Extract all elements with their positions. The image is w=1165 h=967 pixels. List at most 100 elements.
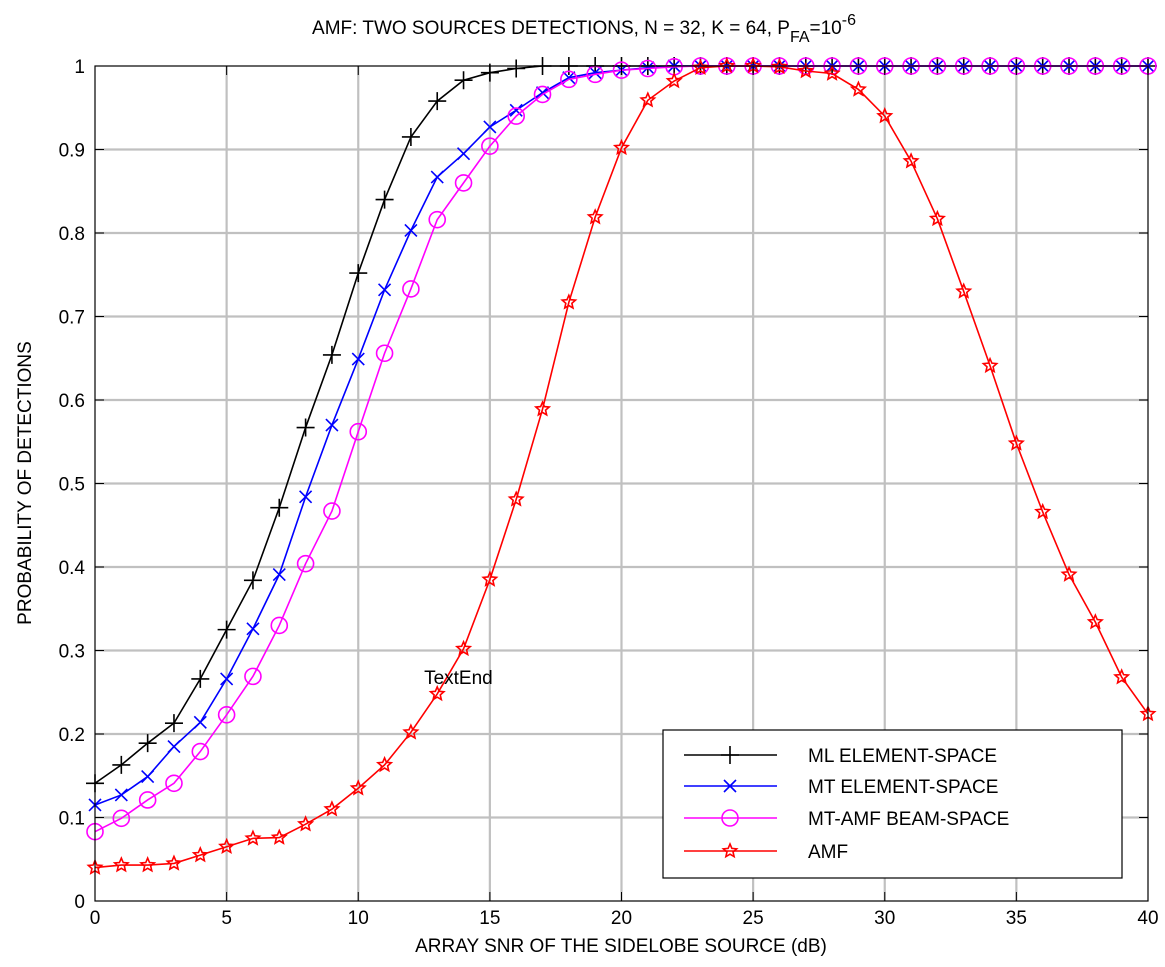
- legend-label: AMF: [808, 842, 848, 863]
- data-point: [533, 85, 552, 104]
- y-tick-label: 0.8: [59, 224, 85, 245]
- data-point: [428, 684, 446, 702]
- data-point: [509, 103, 523, 117]
- x-tick-label: 15: [479, 908, 500, 929]
- data-point: [481, 137, 499, 155]
- data-point: [299, 490, 313, 504]
- data-point: [325, 418, 339, 432]
- data-point: [481, 570, 499, 587]
- data-point: [876, 107, 894, 124]
- data-point: [375, 755, 394, 773]
- y-tick-label: 0.5: [59, 475, 85, 496]
- data-point: [770, 57, 789, 75]
- data-point: [691, 58, 710, 75]
- legend-label: MT ELEMENT-SPACE: [808, 777, 998, 798]
- y-tick-label: 0.3: [59, 642, 85, 663]
- data-point: [723, 779, 737, 793]
- data-point: [560, 70, 578, 89]
- data-point: [1060, 565, 1078, 582]
- legend-entry: MT-AMF BEAM-SPACE: [684, 809, 1009, 830]
- data-point: [296, 554, 315, 573]
- data-point: [797, 61, 815, 79]
- data-point: [323, 800, 341, 817]
- legend: ML ELEMENT-SPACE MT ELEMENT-SPACE MT-AMF B…: [662, 729, 1123, 879]
- data-point: [138, 734, 157, 753]
- data-point: [270, 498, 289, 517]
- data-point: [141, 770, 155, 784]
- legend-entry: AMF: [684, 841, 848, 863]
- data-point: [191, 669, 210, 688]
- data-point: [483, 120, 497, 134]
- data-point: [191, 742, 210, 761]
- data-point: [322, 345, 341, 364]
- legend-entry: MT ELEMENT-SPACE: [684, 777, 998, 798]
- data-point: [849, 80, 868, 97]
- chart-title-sup: -6: [842, 12, 856, 29]
- data-point: [404, 223, 418, 238]
- data-point: [507, 107, 526, 125]
- data-point: [533, 400, 552, 417]
- data-point: [1113, 668, 1131, 685]
- y-tick-label: 0.7: [59, 308, 85, 329]
- data-point: [244, 667, 262, 686]
- data-point: [138, 791, 157, 809]
- data-point: [721, 746, 739, 764]
- data-point: [1034, 502, 1052, 520]
- data-point: [639, 59, 657, 78]
- series-line: [94, 65, 1149, 869]
- data-point: [375, 190, 394, 209]
- data-point: [507, 490, 525, 507]
- data-point: [165, 854, 183, 871]
- data-point: [220, 672, 234, 686]
- data-point: [193, 715, 207, 729]
- grid: [95, 66, 1148, 901]
- y-tick-label: 0.9: [59, 141, 85, 162]
- chart-title: AMF: TWO SOURCES DETECTIONS, N = 32, K =…: [312, 12, 856, 46]
- x-tick-label: 30: [874, 908, 895, 929]
- data-point: [402, 723, 420, 740]
- x-axis-label: ARRAY SNR OF THE SIDELOBE SOURCE (dB): [415, 936, 827, 957]
- data-point: [454, 71, 473, 90]
- x-tick-label: 25: [743, 908, 764, 929]
- data-point: [612, 61, 631, 79]
- chart-title-main: AMF: TWO SOURCES DETECTIONS, N = 32, K =…: [312, 18, 790, 39]
- data-point: [588, 66, 602, 80]
- data-point: [718, 56, 736, 74]
- legend-label: MT-AMF BEAM-SPACE: [808, 809, 1009, 830]
- y-tick-label: 0.2: [59, 725, 85, 746]
- legend-entry: ML ELEMENT-SPACE: [684, 746, 997, 767]
- data-point: [217, 705, 236, 724]
- data-point: [454, 639, 473, 657]
- data-point: [270, 828, 288, 845]
- data-point: [586, 208, 604, 225]
- data-point: [378, 283, 392, 297]
- data-point: [456, 147, 471, 161]
- data-point: [430, 170, 444, 184]
- data-point: [349, 779, 367, 796]
- data-point: [164, 714, 183, 733]
- data-point: [981, 356, 999, 374]
- data-point: [665, 71, 683, 89]
- annotation-text: TextEnd: [424, 668, 493, 689]
- data-point: [612, 138, 631, 156]
- y-tick-label: 1: [74, 57, 85, 78]
- x-tick-label: 10: [348, 908, 369, 929]
- ticks-group: 0 5 10 15 20 25 30 35 40 0 0.1 0.2 0.3 0.4 0.5 0.6 0.7 0.…: [59, 57, 1159, 929]
- x-tick-label: 40: [1137, 908, 1158, 929]
- data-point: [928, 209, 947, 227]
- data-point: [217, 620, 236, 639]
- data-point: [823, 64, 841, 81]
- y-axis-label: PROBABILITY OF DETECTIONS: [15, 341, 36, 625]
- data-point: [112, 809, 131, 828]
- legend-label: ML ELEMENT-SPACE: [808, 746, 997, 767]
- y-tick-label: 0.4: [59, 558, 86, 579]
- x-tick-label: 0: [90, 908, 101, 929]
- data-point: [375, 344, 394, 363]
- data-point: [296, 418, 315, 437]
- data-point: [639, 91, 657, 108]
- data-point: [351, 352, 365, 366]
- data-point: [902, 152, 920, 169]
- data-point: [401, 127, 420, 146]
- series-amf: [86, 56, 1157, 875]
